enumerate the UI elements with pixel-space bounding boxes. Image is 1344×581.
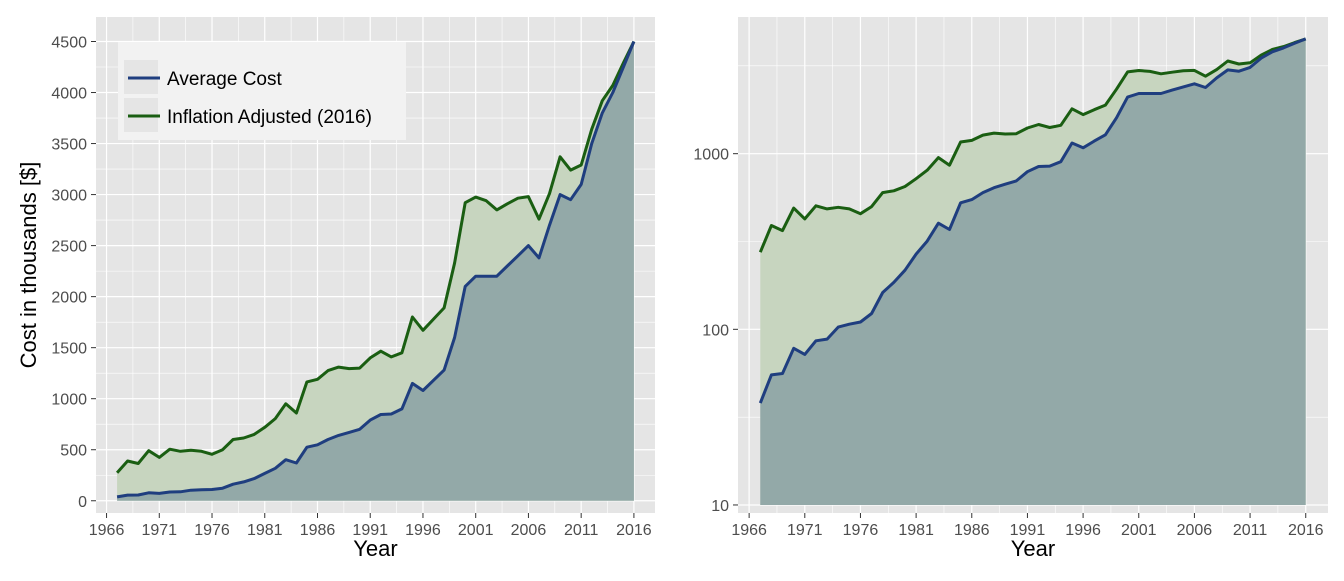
legend: Average Cost Inflation Adjusted (2016): [118, 42, 406, 140]
left-y-tick-label: 2500: [51, 239, 87, 256]
left-y-tick-label: 4000: [51, 86, 87, 103]
right-x-tick-label: 2001: [1121, 522, 1157, 539]
left-y-tick-label: 0: [78, 494, 87, 511]
right-x-tick-label: 2011: [1233, 522, 1268, 539]
right-x-tick-label: 2006: [1177, 522, 1213, 539]
legend-label: Average Cost: [167, 69, 282, 90]
left-y-tick-label: 1500: [51, 341, 87, 358]
left-y-axis-title: Cost in thousands [$]: [16, 162, 41, 369]
left-area-average-cost: [117, 41, 634, 501]
left-x-tick-label: 2011: [564, 522, 599, 539]
left-x-tick-label: 1986: [300, 522, 336, 539]
left-x-tick-label: 2001: [458, 522, 494, 539]
right-series-line-inflation-adjusted: [758, 37, 1307, 253]
right-x-tick-label: 2016: [1288, 522, 1324, 539]
right-x-tick-label: 1986: [954, 522, 990, 539]
right-y-tick-label: 100: [702, 322, 729, 339]
left-y-tick-label: 4500: [51, 34, 87, 51]
left-x-tick-label: 2006: [511, 522, 547, 539]
left-x-tick-label: 1976: [194, 522, 230, 539]
left-x-tick-label: 1991: [352, 522, 388, 539]
left-y-tick-label: 1000: [51, 392, 87, 409]
right-x-tick-label: 1981: [898, 522, 934, 539]
left-y-tick-label: 3500: [51, 137, 87, 154]
right-x-tick-label: 1991: [1010, 522, 1046, 539]
right-x-tick-label: 1966: [731, 522, 767, 539]
left-series-line-inflation-adjusted: [115, 40, 636, 474]
right-area-average-cost: [760, 38, 1306, 506]
right-x-tick-label: 1976: [843, 522, 879, 539]
left-x-tick-label: 1981: [247, 522, 283, 539]
legend-box: [118, 42, 406, 140]
right-x-tick-label: 1996: [1065, 522, 1101, 539]
right-series-line-average-cost: [758, 37, 1307, 404]
left-x-tick-label: 1971: [141, 522, 177, 539]
legend-label: Inflation Adjusted (2016): [167, 107, 372, 128]
left-x-tick-label: 1966: [89, 522, 125, 539]
right-y-tick-label: 10: [711, 498, 729, 515]
left-series-line-average-cost: [116, 40, 636, 499]
left-x-tick-label: 1996: [405, 522, 441, 539]
left-panel: 1966 1971 1976 1981 1986 1991 1996 2001 2006 2011…: [16, 17, 655, 561]
left-y-tick-label: 2000: [51, 290, 87, 307]
right-y-tick-label: 1000: [693, 147, 729, 164]
right-x-axis-title: Year: [1011, 536, 1055, 561]
right-x-tick-label: 1971: [787, 522, 823, 539]
left-x-tick-label: 2016: [616, 522, 652, 539]
right-panel: 1966 1971 1976 1981 1986 1991 1996 2001 2006 2011…: [693, 17, 1328, 561]
left-x-axis-title: Year: [353, 536, 397, 561]
left-y-tick-label: 500: [60, 443, 87, 460]
left-y-tick-label: 3000: [51, 188, 87, 205]
